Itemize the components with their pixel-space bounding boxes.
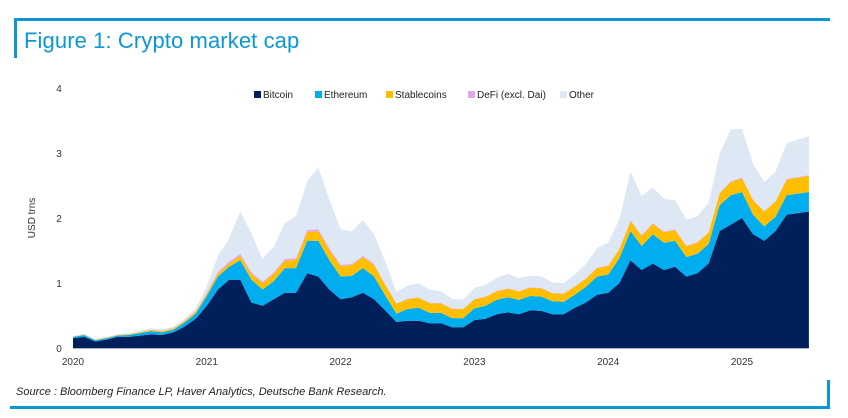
y-tick-label: 1 (56, 279, 62, 290)
right-accent-rule (827, 380, 830, 409)
legend-label: Bitcoin (263, 90, 293, 101)
x-tick-label: 2021 (196, 357, 219, 368)
legend-item: Other (560, 90, 595, 101)
legend-label: DeFi (excl. Dai) (477, 90, 546, 101)
x-tick-label: 2024 (597, 357, 620, 368)
x-tick-label: 2023 (463, 357, 486, 368)
y-tick-label: 0 (56, 344, 62, 355)
x-tick-labels: 2020 2021 2022 2023 2024 2025 (62, 357, 754, 368)
source-note: Source : Bloomberg Finance LP, Haver Ana… (16, 386, 387, 398)
legend-item: DeFi (excl. Dai) (468, 90, 546, 101)
legend-swatch (560, 91, 567, 98)
area-bitcoin (73, 211, 809, 348)
y-tick-label: 2 (56, 214, 62, 225)
y-tick-label: 4 (56, 84, 62, 95)
x-tick-label: 2025 (731, 357, 754, 368)
y-tick-labels: 0 1 2 3 4 (56, 84, 62, 355)
area-stablecoins (73, 175, 809, 341)
x-tick-label: 2022 (329, 357, 352, 368)
area-layers (73, 128, 809, 348)
bottom-accent-rule (10, 406, 830, 409)
figure-title: Figure 1: Crypto market cap (24, 28, 300, 53)
left-accent-rule (14, 18, 17, 58)
legend-label: Ethereum (324, 90, 367, 101)
legend-item: Stablecoins (386, 90, 447, 101)
legend-swatch (315, 91, 322, 98)
legend-item: Ethereum (315, 90, 367, 101)
area-ethereum (73, 192, 809, 342)
area-other (73, 128, 809, 340)
y-axis-label: USD trns (27, 198, 38, 239)
y-tick-label: 3 (56, 149, 62, 160)
legend-swatch (468, 91, 475, 98)
legend-label: Other (569, 90, 595, 101)
x-tick-label: 2020 (62, 357, 85, 368)
legend-swatch (386, 91, 393, 98)
legend-item: Bitcoin (254, 90, 293, 101)
top-accent-rule (14, 18, 830, 21)
legend-label: Stablecoins (395, 90, 447, 101)
legend-swatch (254, 91, 261, 98)
legend: Bitcoin Ethereum Stablecoins DeFi (excl. Da… (254, 90, 595, 101)
